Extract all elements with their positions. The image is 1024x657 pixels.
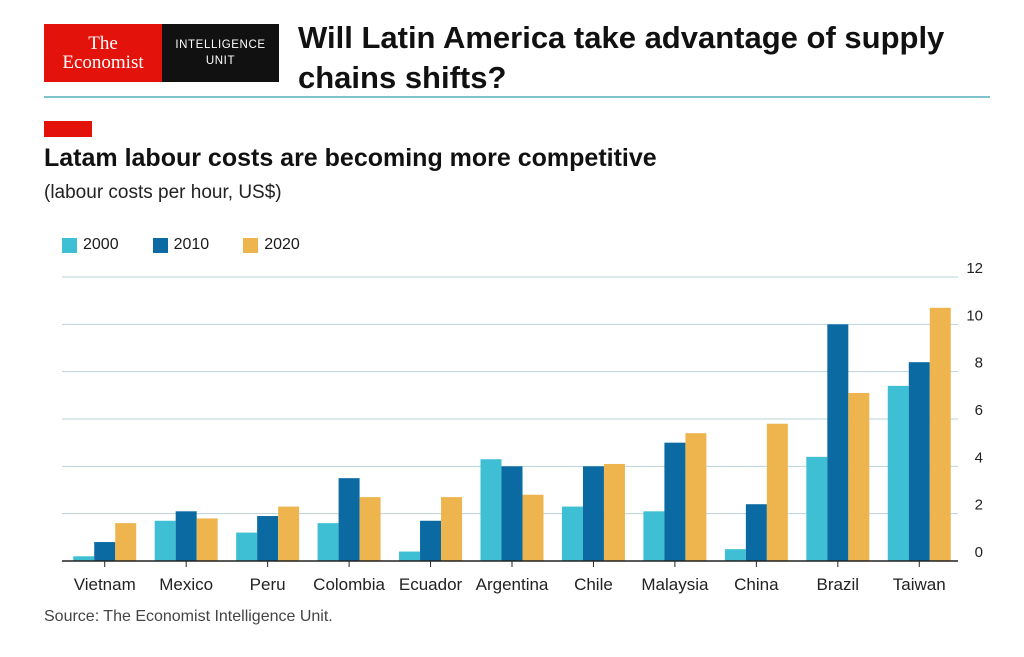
legend-swatch-2020 (243, 237, 259, 253)
bar-colombia-2020 (359, 497, 381, 561)
logo-line-unit: UNIT (205, 55, 236, 67)
y-tick-label-6: 6 (975, 402, 983, 419)
legend-label-2020: 2020 (264, 236, 300, 253)
bar-ecuador-2020 (441, 497, 463, 561)
intelligence-unit-logo: INTELLIGENCE UNIT (162, 24, 279, 82)
x-tick-label-argentina: Argentina (476, 575, 549, 594)
bar-chile-2010 (582, 466, 604, 561)
logo-line-the: The (88, 33, 118, 54)
bar-argentina-2020 (522, 494, 544, 561)
bar-taiwan-2020 (929, 307, 951, 561)
bar-colombia-2010 (338, 478, 360, 561)
economist-logo: The Economist (44, 24, 162, 82)
legend-item-2010: 2010 (152, 236, 210, 254)
y-tick-label-10: 10 (966, 307, 983, 324)
bar-taiwan-2010 (908, 362, 930, 561)
bar-taiwan-2000 (887, 385, 909, 561)
bar-peru-2020 (278, 506, 300, 561)
bar-brazil-2010 (827, 324, 849, 561)
legend-item-2000: 2000 (62, 236, 119, 254)
bar-peru-2000 (236, 532, 258, 561)
bar-argentina-2000 (480, 459, 502, 561)
source-note: Source: The Economist Intelligence Unit. (44, 608, 333, 625)
y-tick-label-12: 12 (966, 260, 983, 277)
chart-subtitle: (labour costs per hour, US$) (44, 182, 282, 203)
bar-vietnam-2000 (73, 556, 95, 561)
x-tick-label-malaysia: Malaysia (641, 575, 709, 594)
x-tick-label-taiwan: Taiwan (893, 575, 946, 594)
header-divider (44, 96, 990, 98)
y-tick-label-2: 2 (975, 497, 983, 514)
x-tick-label-china: China (734, 575, 779, 594)
legend-item-2020: 2020 (243, 236, 300, 254)
bar-ecuador-2010 (420, 520, 442, 561)
bar-chile-2000 (561, 506, 583, 561)
bar-china-2000 (724, 549, 746, 561)
logo-line-intelligence: INTELLIGENCE (175, 39, 266, 51)
bar-china-2010 (745, 504, 767, 561)
bar-malaysia-2000 (643, 511, 665, 561)
x-tick-label-brazil: Brazil (817, 575, 860, 594)
bar-colombia-2000 (317, 523, 339, 561)
bar-brazil-2020 (848, 392, 870, 561)
y-tick-label-8: 8 (975, 355, 983, 372)
bar-argentina-2010 (501, 466, 523, 561)
bar-china-2020 (766, 423, 788, 561)
bar-malaysia-2010 (664, 442, 686, 561)
bar-vietnam-2010 (94, 542, 116, 561)
bar-ecuador-2000 (399, 551, 421, 561)
red-tag-marker (44, 121, 92, 137)
legend-swatch-2000 (62, 237, 77, 253)
bar-chile-2020 (603, 463, 625, 561)
x-tick-label-vietnam: Vietnam (74, 575, 136, 594)
bar-mexico-2000 (154, 520, 176, 561)
logo-line-economist: Economist (62, 52, 144, 73)
x-tick-label-colombia: Colombia (313, 575, 385, 594)
bar-peru-2010 (257, 516, 279, 561)
bar-vietnam-2020 (115, 523, 137, 561)
bar-brazil-2000 (806, 456, 828, 561)
y-tick-label-4: 4 (975, 449, 983, 466)
x-tick-label-peru: Peru (250, 575, 286, 594)
bar-mexico-2010 (175, 511, 197, 561)
x-tick-label-ecuador: Ecuador (399, 575, 463, 594)
headline: Will Latin America take advantage of sup… (298, 20, 945, 95)
legend-swatch-2010 (152, 237, 168, 253)
bar-mexico-2020 (196, 518, 218, 561)
chart-legend: 2000 2010 2020 (62, 236, 300, 254)
bar-malaysia-2020 (685, 433, 707, 561)
legend-label-2010: 2010 (173, 236, 210, 253)
x-tick-label-chile: Chile (574, 575, 613, 594)
legend-label-2000: 2000 (83, 236, 119, 253)
x-tick-label-mexico: Mexico (159, 575, 213, 594)
y-tick-label-0: 0 (975, 544, 983, 561)
chart-title: Latam labour costs are becoming more com… (44, 144, 657, 172)
